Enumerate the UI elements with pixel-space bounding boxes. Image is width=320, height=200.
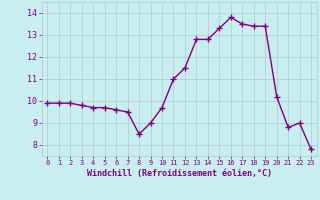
X-axis label: Windchill (Refroidissement éolien,°C): Windchill (Refroidissement éolien,°C) bbox=[87, 169, 272, 178]
